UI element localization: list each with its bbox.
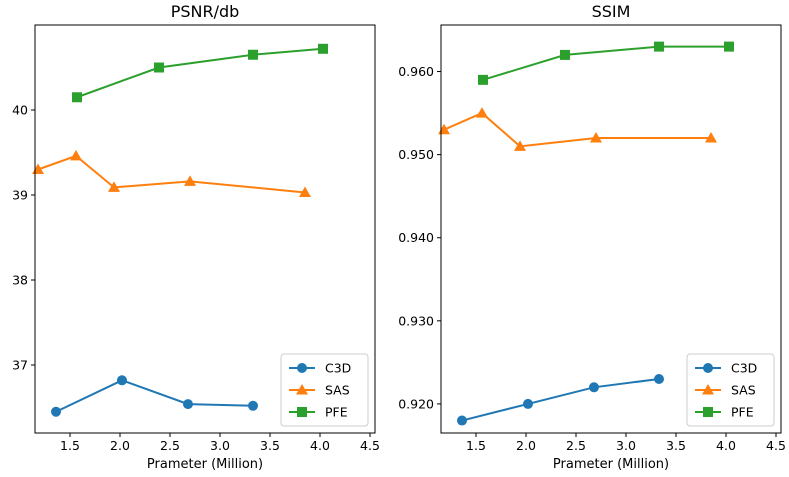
y-tick-label: 38 bbox=[12, 273, 28, 288]
data-point-pfe bbox=[154, 62, 164, 73]
y-tick-label: 0.950 bbox=[398, 147, 434, 162]
data-point-sas bbox=[590, 132, 602, 143]
legend: C3D SAS PFE bbox=[686, 353, 775, 427]
data-point-c3d bbox=[457, 415, 467, 426]
series-line-c3d bbox=[461, 377, 660, 422]
legend-marker-pfe bbox=[703, 407, 713, 417]
series-line-pfe bbox=[76, 47, 324, 99]
x-tick-label: 4.0 bbox=[716, 438, 736, 453]
x-tick-label: 2.5 bbox=[160, 438, 180, 453]
x-tick-label: 3.5 bbox=[666, 438, 686, 453]
legend-marker-c3d bbox=[703, 363, 713, 373]
x-tick-label: 4.5 bbox=[766, 438, 786, 453]
data-point-c3d bbox=[183, 399, 193, 410]
data-point-pfe bbox=[318, 43, 328, 54]
data-point-c3d bbox=[654, 373, 664, 384]
data-point-sas bbox=[514, 140, 526, 151]
y-tick-label: 40 bbox=[12, 103, 28, 118]
data-point-pfe bbox=[72, 92, 82, 103]
data-point-pfe bbox=[654, 41, 664, 52]
data-point-sas bbox=[705, 132, 717, 143]
y-tick-label: 37 bbox=[12, 358, 28, 373]
x-tick-label: 3.0 bbox=[210, 438, 230, 453]
data-point-c3d bbox=[51, 406, 61, 417]
data-point-c3d bbox=[523, 398, 533, 409]
series-line-c3d bbox=[55, 379, 254, 413]
plot-frame bbox=[440, 24, 782, 434]
data-point-pfe bbox=[248, 49, 258, 60]
chart-panel-1: PSNR/db 1.5 2.0 2.5 3.0 3.5 4.0 4.5 37 38 39 40 Pram… bbox=[12, 2, 380, 472]
legend-marker-sas bbox=[296, 384, 308, 395]
x-tick-label: 3.5 bbox=[260, 438, 280, 453]
data-point-sas bbox=[299, 186, 311, 197]
data-point-sas bbox=[108, 181, 120, 192]
x-tick-label: 1.5 bbox=[60, 438, 80, 453]
plot-frame bbox=[34, 24, 376, 434]
y-tick-label: 0.920 bbox=[398, 396, 434, 411]
x-tick-label: 4.0 bbox=[310, 438, 330, 453]
x-tick-label: 2.0 bbox=[516, 438, 536, 453]
y-tick-label: 39 bbox=[12, 188, 28, 203]
legend-marker-pfe bbox=[297, 407, 307, 417]
data-point-pfe bbox=[560, 49, 570, 60]
x-axis-label: Prameter (Million) bbox=[553, 457, 669, 472]
data-point-sas bbox=[184, 175, 196, 186]
data-point-pfe bbox=[724, 41, 734, 52]
data-point-c3d bbox=[248, 400, 258, 411]
y-tick-label: 0.930 bbox=[398, 313, 434, 328]
x-tick-label: 2.0 bbox=[110, 438, 130, 453]
data-point-c3d bbox=[589, 382, 599, 393]
data-point-pfe bbox=[478, 74, 488, 85]
legend-label: PFE bbox=[731, 405, 754, 420]
legend-marker-sas bbox=[702, 384, 714, 395]
series-line-pfe bbox=[482, 45, 729, 81]
y-tick-label: 0.940 bbox=[398, 230, 434, 245]
x-axis-label: Prameter (Million) bbox=[147, 457, 263, 472]
data-point-sas bbox=[70, 149, 82, 161]
legend-label: C3D bbox=[731, 361, 757, 376]
chart-panel-2: SSIM 1.5 2.0 2.5 3.0 3.5 4.0 4.5 0.920 0.930 0.940… bbox=[398, 2, 786, 472]
legend-marker-c3d bbox=[297, 363, 307, 373]
chart-title: SSIM bbox=[592, 2, 631, 21]
series-line-sas bbox=[443, 111, 711, 148]
x-tick-label: 1.5 bbox=[466, 438, 486, 453]
x-tick-label: 2.5 bbox=[566, 438, 586, 453]
legend-label: SAS bbox=[731, 383, 756, 398]
legend-label: SAS bbox=[325, 383, 350, 398]
legend-label: C3D bbox=[325, 361, 351, 376]
data-point-sas bbox=[476, 107, 488, 118]
legend: C3D SAS PFE bbox=[280, 353, 369, 427]
x-tick-label: 3.0 bbox=[616, 438, 636, 453]
series-line-sas bbox=[37, 154, 306, 194]
x-tick-label: 4.5 bbox=[360, 438, 380, 453]
data-point-c3d bbox=[117, 375, 127, 386]
legend-label: PFE bbox=[325, 405, 348, 420]
chart-title: PSNR/db bbox=[171, 2, 240, 21]
y-tick-label: 0.960 bbox=[398, 64, 434, 79]
